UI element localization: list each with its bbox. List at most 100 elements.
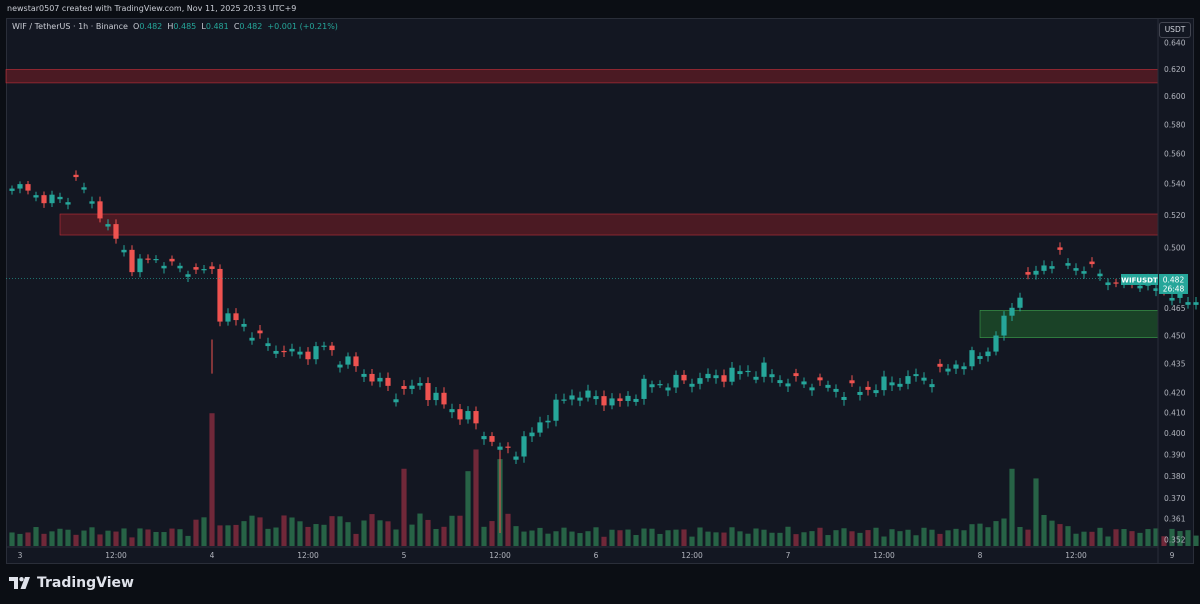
volume-bar (857, 532, 863, 546)
candle-body (921, 377, 927, 381)
volume-bar (689, 536, 695, 546)
last-price-tag: WIFUSDT 0.482 26:48 (1121, 274, 1188, 294)
volume-bar (177, 529, 183, 546)
candle-body (1033, 270, 1039, 275)
volume-bar (705, 531, 711, 546)
volume-bar (593, 527, 599, 546)
candle-body (489, 436, 495, 442)
volume-bar (1097, 527, 1103, 546)
volume-bar (761, 529, 767, 546)
candle-body (793, 373, 799, 377)
candle-body (641, 378, 647, 399)
candle-body (233, 313, 239, 321)
volume-bar (337, 516, 343, 546)
candle-body (881, 376, 887, 391)
volume-bar (793, 534, 799, 546)
volume-bar (89, 527, 95, 546)
candle-body (193, 267, 199, 270)
candle-body (481, 436, 487, 440)
candle-body (321, 345, 327, 347)
candle-body (721, 375, 727, 382)
symbol-title[interactable]: WIF / TetherUS · 1h · Binance (12, 22, 128, 31)
candle-body (121, 249, 127, 253)
last-price-tag-symbol: WIFUSDT (1121, 276, 1158, 284)
candle-body (449, 409, 455, 413)
volume-bar (81, 530, 87, 546)
volume-bar (697, 527, 703, 546)
tradingview-brand[interactable]: TradingView (9, 575, 134, 591)
candle-body (753, 376, 759, 380)
volume-bar (769, 532, 775, 546)
symbol-legend[interactable]: WIF / TetherUS · 1h · Binance O0.482 H0.… (12, 22, 338, 31)
volume-bar (617, 530, 623, 546)
volume-bar (609, 529, 615, 546)
candle-body (785, 383, 791, 387)
candle-body (657, 384, 663, 386)
volume-bar (49, 531, 55, 546)
candle-body (585, 390, 591, 398)
volume-bar (865, 530, 871, 546)
candle-body (825, 384, 831, 388)
volume-bar (641, 528, 647, 546)
volume-bar (1057, 524, 1063, 546)
volume-bar (1065, 526, 1071, 546)
volume-bar (1009, 468, 1015, 546)
time-tick-label: 12:00 (681, 551, 703, 560)
time-tick-label: 3 (18, 551, 23, 560)
candle-body (345, 356, 351, 365)
candle-body (105, 224, 111, 227)
candle-body (169, 258, 175, 262)
currency-unit-badge[interactable]: USDT (1159, 22, 1191, 38)
volume-bar (577, 533, 583, 546)
change-value: +0.001 (+0.21%) (267, 22, 338, 31)
candle-body (313, 346, 319, 360)
high-label: H (167, 22, 174, 31)
candle-body (849, 380, 855, 384)
volume-bar (897, 531, 903, 546)
time-tick-label: 7 (786, 551, 791, 560)
time-tick-label: 12:00 (873, 551, 895, 560)
volume-bar (457, 515, 463, 546)
candle-body (1081, 271, 1087, 274)
volume-bar (1041, 514, 1047, 546)
candle-body (337, 364, 343, 368)
candle-body (177, 265, 183, 269)
volume-bar (649, 528, 655, 546)
volume-bar (409, 524, 415, 546)
candle-body (1113, 282, 1119, 284)
volume-histogram (9, 413, 1199, 546)
volume-bar (633, 535, 639, 546)
candle-body (697, 378, 703, 384)
candle-body (113, 224, 119, 239)
volume-bar (561, 527, 567, 546)
volume-bar (273, 527, 279, 546)
volume-bar (833, 530, 839, 546)
candle-body (33, 195, 39, 198)
candle-body (969, 350, 975, 367)
volume-bar (433, 528, 439, 546)
candle-body (777, 380, 783, 384)
volume-bar (329, 516, 335, 546)
candle-body (1137, 285, 1143, 289)
price-tick-label: 0.540 (1164, 180, 1186, 189)
candle-body (625, 395, 631, 401)
candle-body (937, 363, 943, 367)
volume-bar (121, 528, 127, 546)
candle-body (1169, 297, 1175, 301)
volume-bar (1017, 527, 1023, 546)
chart-panel[interactable] (6, 18, 1194, 564)
volume-bar (521, 531, 527, 546)
time-tick-label: 12:00 (297, 551, 319, 560)
candle-body (185, 274, 191, 277)
candle-body (545, 420, 551, 423)
price-zones (5, 69, 1159, 338)
volume-bar (825, 535, 831, 546)
candle-body (1017, 297, 1023, 308)
volume-bar (297, 521, 303, 546)
time-axis[interactable]: 312:00412:00512:00612:00712:00812:00912:… (18, 551, 1200, 560)
volume-bar (241, 521, 247, 546)
volume-bar (97, 534, 103, 546)
close-value: 0.482 (239, 22, 263, 31)
volume-bar (25, 532, 31, 546)
